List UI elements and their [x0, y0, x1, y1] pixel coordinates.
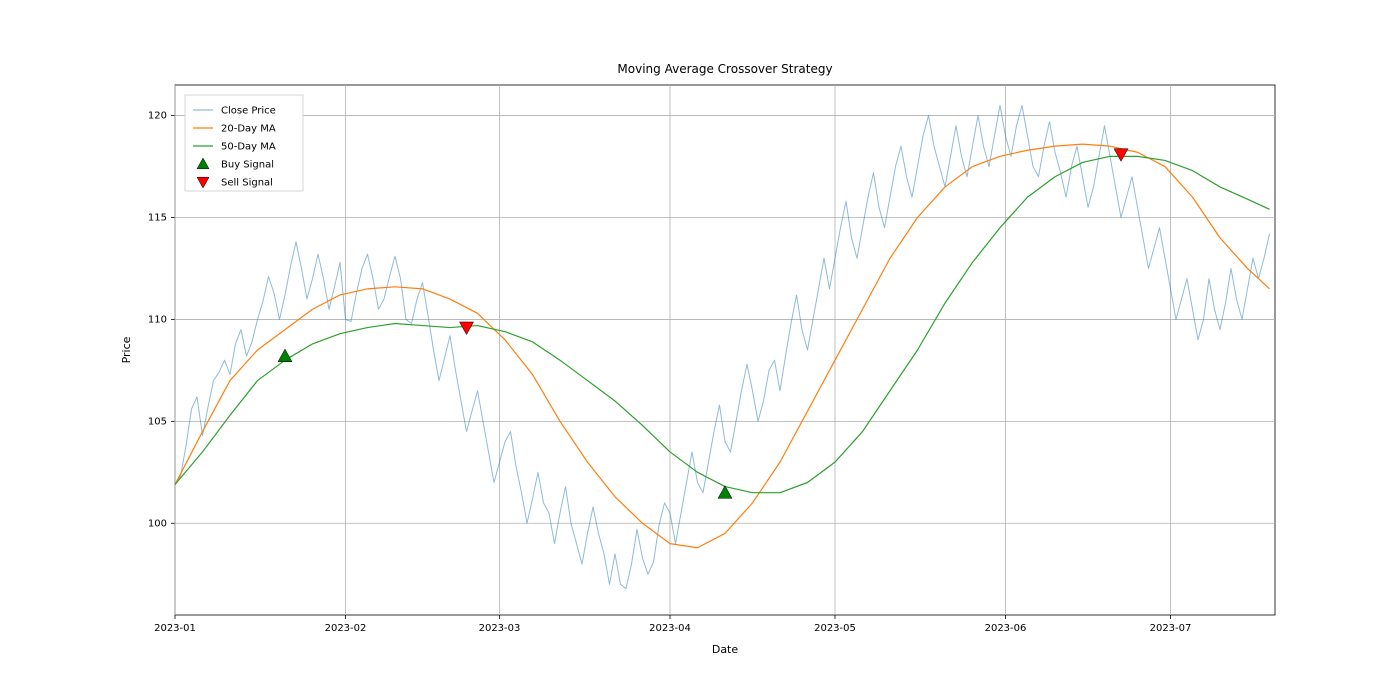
- xtick-label: 2023-05: [814, 623, 856, 634]
- legend-ma50-label: 50-Day MA: [221, 142, 276, 153]
- xtick-label: 2023-06: [985, 623, 1027, 634]
- legend-buy-signal-label: Buy Signal: [221, 160, 274, 171]
- chart-svg: 100 105 110 115 120 2023-01 2023-02 2023-03 2023…: [0, 0, 1400, 700]
- chart-title: Moving Average Crossover Strategy: [617, 62, 832, 76]
- xtick-label: 2023-02: [325, 623, 367, 634]
- y-axis-label: Price: [120, 336, 133, 363]
- ytick-label: 100: [148, 518, 167, 529]
- xtick-label: 2023-04: [649, 623, 691, 634]
- xtick-label: 2023-07: [1150, 623, 1192, 634]
- ytick-label: 120: [148, 111, 167, 122]
- legend-ma20-label: 20-Day MA: [221, 124, 276, 135]
- ytick-label: 105: [148, 416, 167, 427]
- xtick-label: 2023-03: [479, 623, 521, 634]
- legend-sell-signal-label: Sell Signal: [221, 178, 273, 189]
- legend-close-price-label: Close Price: [221, 106, 276, 117]
- x-axis-label: Date: [712, 643, 739, 656]
- chart-container: 100 105 110 115 120 2023-01 2023-02 2023-03 2023…: [0, 0, 1400, 700]
- ytick-label: 115: [148, 213, 167, 224]
- ytick-label: 110: [148, 314, 167, 325]
- xtick-label: 2023-01: [154, 623, 196, 634]
